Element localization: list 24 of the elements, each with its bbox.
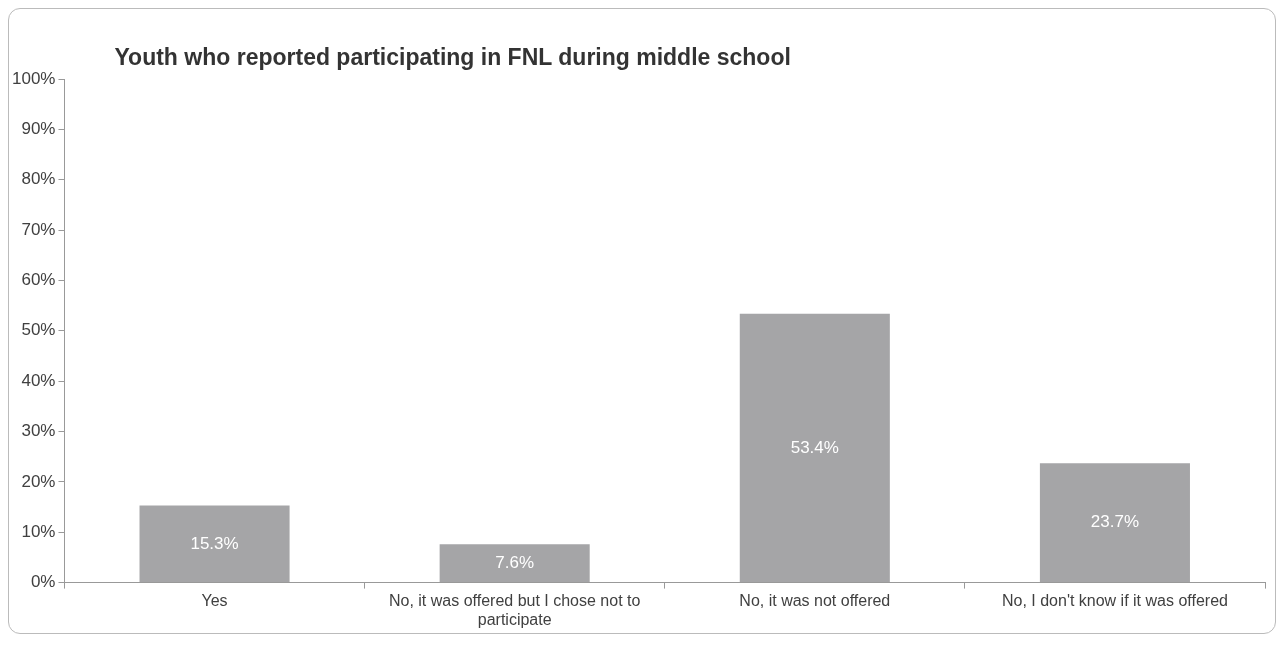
y-tick-label: 80% [21, 169, 56, 189]
data-label: 15.3% [190, 533, 239, 553]
x-tick-label: No, I don't know if it was offered [1001, 591, 1228, 609]
y-tick-label: 50% [21, 320, 56, 340]
x-tick-label: Yes [201, 591, 228, 609]
y-tick-label: 60% [21, 270, 56, 290]
bar [1039, 463, 1190, 583]
x-tick-label: No, it was offered but I chose not to participate [388, 591, 641, 628]
y-tick-label: 30% [21, 421, 56, 441]
bar [439, 544, 590, 583]
y-tick-label: 40% [21, 370, 56, 390]
y-tick-label: 90% [21, 119, 56, 139]
y-tick-label: 20% [21, 471, 56, 491]
y-tick-label: 0% [30, 572, 56, 592]
data-label: 53.4% [790, 437, 839, 457]
data-label: 7.6% [495, 552, 535, 572]
y-tick-label: 100% [12, 68, 56, 88]
bar [139, 505, 290, 583]
bar [739, 313, 890, 583]
x-tick-label: No, it was not offered [739, 591, 891, 609]
chart-title: Youth who reported participating in FNL during middle school [114, 44, 791, 71]
y-tick-label: 70% [21, 219, 56, 239]
data-label: 23.7% [1090, 512, 1140, 532]
y-tick-label: 10% [21, 521, 56, 541]
